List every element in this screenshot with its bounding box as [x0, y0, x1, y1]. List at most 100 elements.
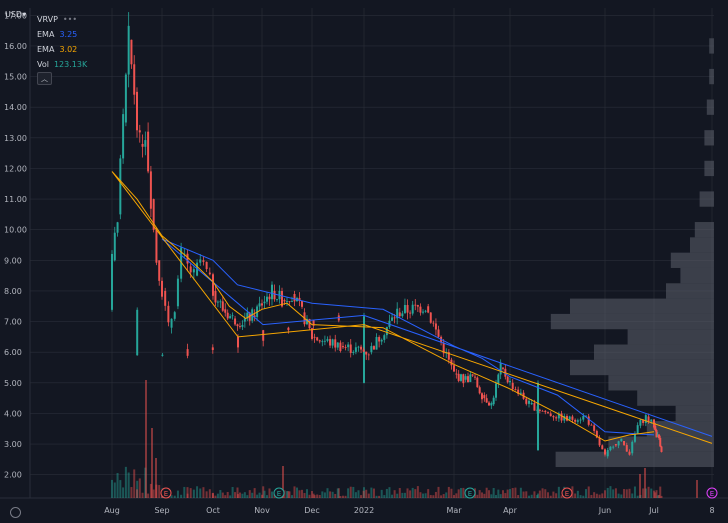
volume-profile-bar [570, 298, 714, 314]
currency-selector[interactable]: USD▾ [5, 10, 26, 19]
candle-body [231, 315, 234, 317]
candle-body [243, 318, 246, 322]
price-axis[interactable]: 17.00 16.00 15.00 14.00 13.00 12.00 11.00 10.00… [4, 8, 31, 498]
volume-bar [655, 490, 658, 498]
ema-lines [111, 171, 713, 444]
candle-body [460, 374, 462, 381]
candle-body [354, 347, 357, 352]
candle-body [216, 301, 219, 303]
volume-bar [291, 495, 293, 498]
volume-bar [214, 495, 217, 498]
candle-body [557, 413, 560, 419]
candle-body [283, 300, 286, 302]
candle-body [585, 415, 587, 417]
volume-bar [124, 466, 127, 498]
legend-row-vol[interactable]: Vol 123.13K [37, 57, 87, 72]
candle-body [625, 445, 628, 452]
candle-body [149, 171, 152, 209]
volume-bar [149, 483, 152, 498]
x-tick-label: Aug [104, 506, 120, 515]
candle-body [170, 318, 173, 328]
y-tick-label: 14.00 [4, 103, 27, 112]
candle-body [238, 326, 241, 327]
volume-bar [388, 487, 391, 498]
volume-bar [585, 489, 587, 498]
candle-body [406, 304, 409, 313]
volume-bar [130, 487, 133, 498]
candle-body [533, 402, 536, 411]
event-marker-label: E [565, 490, 569, 498]
candle-body [614, 444, 617, 446]
volume-bar [360, 495, 363, 498]
volume-bar [617, 493, 620, 498]
candle-body [432, 322, 435, 324]
legend-row-ema1[interactable]: EMA 3.25 [37, 27, 87, 42]
volume-bar [429, 495, 432, 498]
time-axis[interactable]: Aug Sep Oct Nov Dec 2022 Mar Apr Jun Jul 8 [104, 506, 714, 515]
volume-bar [492, 487, 495, 498]
volume-bar [654, 492, 657, 498]
volume-bar [396, 493, 399, 498]
vol-value: 123.13K [53, 60, 88, 69]
volume-bar [590, 494, 593, 498]
volume-bar [268, 488, 271, 498]
volume-bar [447, 486, 450, 498]
volume-bar [192, 489, 195, 498]
volume-bar [462, 487, 465, 498]
volume-profile-bar [670, 252, 714, 268]
volume-bar [186, 487, 189, 498]
legend-row-vrvp[interactable]: VRVP ••• [37, 12, 87, 27]
candle-body [312, 320, 315, 326]
legend-row-ema2[interactable]: EMA 3.02 [37, 42, 87, 57]
volume-bar [509, 489, 511, 498]
candle-body [224, 309, 227, 313]
volume-bar [219, 490, 222, 498]
settings-gear-icon[interactable] [10, 507, 21, 518]
volume-bar [308, 494, 311, 498]
ema-fast-line [111, 171, 713, 444]
volume-bar [287, 491, 290, 498]
candle-body [563, 415, 566, 421]
volume-bar [601, 493, 604, 498]
volume-bar [241, 493, 244, 498]
candle-body [293, 294, 296, 302]
collapse-legend-button[interactable]: ︿ [37, 72, 52, 85]
volume-bar [576, 490, 579, 498]
volume-bar [432, 495, 435, 498]
candle-body [450, 359, 453, 366]
volume-profile-bar [666, 283, 714, 299]
candle-body [442, 342, 445, 354]
y-tick-label: 8.00 [4, 287, 22, 296]
candle-body [525, 398, 528, 404]
volume-bar [316, 494, 319, 498]
volume-bar [406, 488, 409, 498]
volume-bar [453, 495, 455, 498]
more-icon[interactable]: ••• [62, 15, 78, 24]
vol-label: Vol [37, 60, 49, 69]
volume-bar [341, 495, 344, 498]
volume-bar [202, 487, 205, 498]
candle-body [236, 324, 239, 327]
volume-profile-bar [550, 313, 714, 330]
candle-body [214, 290, 217, 303]
volume-bar [261, 494, 263, 498]
volume-bar [485, 487, 488, 498]
volume-spike [145, 380, 147, 498]
candle-body [380, 339, 383, 342]
volume-bar [133, 469, 136, 498]
volume-profile-bar [709, 38, 714, 54]
volume-bar [514, 487, 517, 498]
volume-bar [623, 489, 626, 498]
candle-body [176, 278, 179, 307]
candle-body [593, 425, 596, 431]
candle-body [287, 327, 290, 331]
candle-body [514, 389, 517, 390]
candle-body [326, 339, 329, 341]
volume-bar [414, 489, 417, 498]
candle-body [590, 424, 593, 426]
candle-body [628, 451, 631, 455]
volume-bar [189, 488, 192, 498]
volume-bar [437, 486, 440, 498]
candle-body [403, 304, 406, 314]
